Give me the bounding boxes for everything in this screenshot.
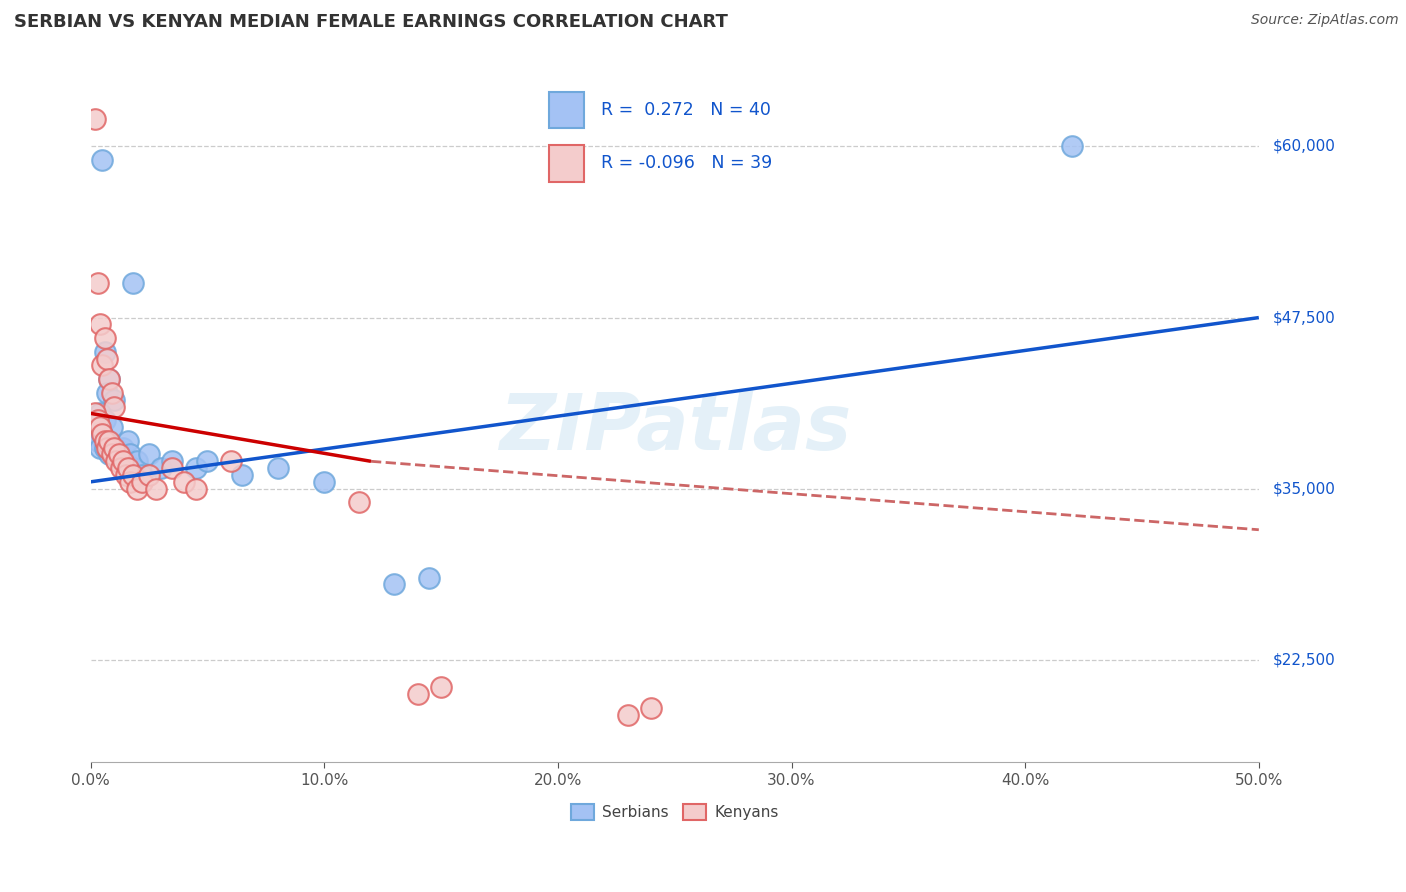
Point xyxy=(100,447,122,461)
Text: $35,000: $35,000 xyxy=(1272,481,1336,496)
Point xyxy=(117,461,139,475)
Point xyxy=(86,434,108,448)
Point xyxy=(84,406,107,420)
Text: Source: ZipAtlas.com: Source: ZipAtlas.com xyxy=(1251,13,1399,28)
Point xyxy=(110,447,132,461)
Point xyxy=(110,461,132,475)
Point xyxy=(91,426,114,441)
Point xyxy=(93,331,115,345)
Point xyxy=(107,454,129,468)
Point xyxy=(105,454,128,468)
Point xyxy=(91,426,114,441)
Point xyxy=(98,447,121,461)
Point xyxy=(100,420,122,434)
Point xyxy=(617,707,640,722)
Point xyxy=(103,447,125,461)
Point xyxy=(121,277,143,291)
Text: $22,500: $22,500 xyxy=(1272,652,1336,667)
Point xyxy=(162,461,184,475)
Point xyxy=(93,344,115,359)
Point xyxy=(120,447,142,461)
Legend: Serbians, Kenyans: Serbians, Kenyans xyxy=(565,797,785,826)
Point xyxy=(93,413,115,427)
Point xyxy=(112,441,135,455)
Point xyxy=(96,351,118,366)
Point xyxy=(127,482,149,496)
Point xyxy=(121,461,143,475)
Point xyxy=(103,441,125,455)
Point xyxy=(114,468,136,483)
Point xyxy=(314,475,336,489)
Point xyxy=(382,577,405,591)
Point xyxy=(162,454,184,468)
Point xyxy=(349,495,371,509)
Point xyxy=(96,441,118,455)
Point xyxy=(266,461,288,475)
Point xyxy=(96,434,118,448)
Point xyxy=(84,112,107,127)
Text: $47,500: $47,500 xyxy=(1272,310,1336,325)
Point xyxy=(103,400,125,414)
Point xyxy=(98,372,121,386)
Point xyxy=(418,571,440,585)
Point xyxy=(197,454,219,468)
Point xyxy=(138,447,160,461)
Point xyxy=(149,461,172,475)
Point xyxy=(89,441,111,455)
Point xyxy=(145,482,167,496)
Point xyxy=(89,406,111,420)
Point xyxy=(91,153,114,168)
Point xyxy=(138,468,160,483)
Point xyxy=(231,468,253,483)
Point xyxy=(640,700,662,714)
Text: ZIPatlas: ZIPatlas xyxy=(499,390,851,466)
Point xyxy=(89,420,111,434)
Point xyxy=(121,468,143,483)
Point xyxy=(184,461,207,475)
Text: SERBIAN VS KENYAN MEDIAN FEMALE EARNINGS CORRELATION CHART: SERBIAN VS KENYAN MEDIAN FEMALE EARNINGS… xyxy=(14,13,728,31)
Point xyxy=(127,454,149,468)
Point xyxy=(105,441,128,455)
Point xyxy=(89,318,111,332)
Point xyxy=(406,687,429,701)
Point xyxy=(86,277,108,291)
Point xyxy=(107,447,129,461)
Point xyxy=(86,413,108,427)
Text: $60,000: $60,000 xyxy=(1272,139,1336,154)
Point xyxy=(173,475,195,489)
Point xyxy=(184,482,207,496)
Point xyxy=(100,385,122,400)
Point xyxy=(131,468,153,483)
Point xyxy=(91,359,114,373)
Point xyxy=(93,434,115,448)
Point xyxy=(219,454,242,468)
Point xyxy=(96,385,118,400)
Point xyxy=(84,426,107,441)
Point xyxy=(100,441,122,455)
Point xyxy=(131,475,153,489)
Point xyxy=(98,372,121,386)
Point xyxy=(114,454,136,468)
Point xyxy=(86,413,108,427)
Point xyxy=(117,434,139,448)
Point xyxy=(98,434,121,448)
Point xyxy=(430,680,453,694)
Point xyxy=(112,454,135,468)
Point xyxy=(1060,139,1083,153)
Point xyxy=(103,392,125,407)
Point xyxy=(120,475,142,489)
Point xyxy=(93,441,115,455)
